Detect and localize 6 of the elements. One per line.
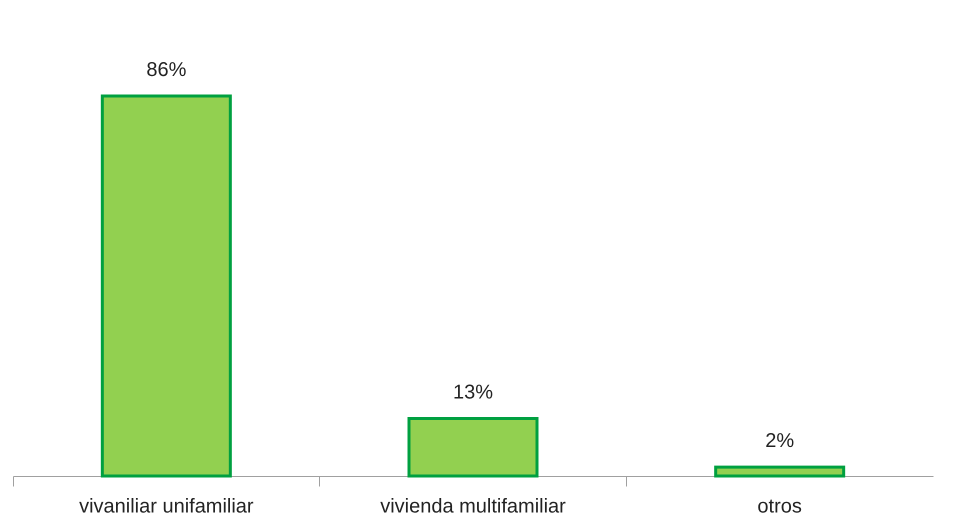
data-label: 86% <box>146 59 187 81</box>
x-tick-label: vivaniliar unifamiliar <box>79 496 254 518</box>
x-tick-label: vivienda multifamiliar <box>380 496 566 518</box>
x-tick-label: otros <box>757 496 802 518</box>
data-label: 2% <box>765 430 794 452</box>
data-label: 13% <box>452 382 494 404</box>
